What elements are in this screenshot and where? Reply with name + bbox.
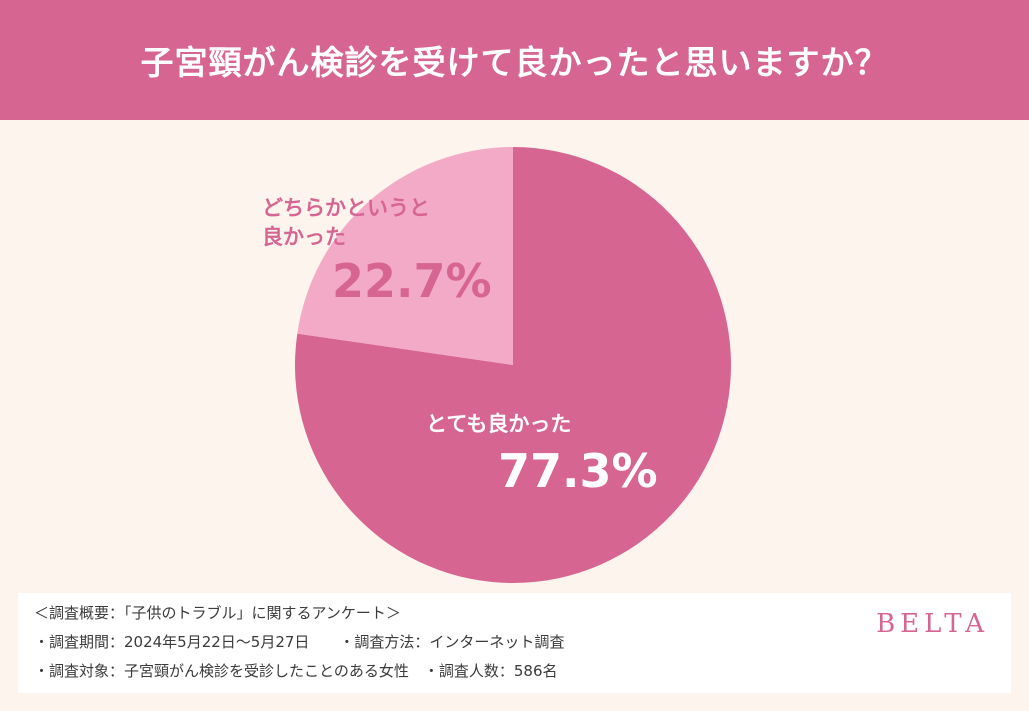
slice-label-somewhat-good-line2: 良かった [262,225,346,249]
slice-value-very-good: 77.3% [498,444,658,498]
slice-label-somewhat-good: どちらかというと 良かった [262,194,462,252]
brand-logo: BELTA [876,609,989,639]
chart-title: 子宮頸がん検診を受けて良かったと思いますか？ [140,43,889,82]
survey-note-heading: ＜調査概要：「子供のトラブル」に関するアンケート＞ [34,604,401,622]
survey-note-target-count: ・調査対象：子宮頸がん検診を受診したことのある女性 ・調査人数：586名 [34,662,558,680]
slice-label-very-good: とても良かった [426,412,572,436]
pie-slice-somewhat-good [297,147,513,365]
pie-chart [294,147,731,583]
title-banner: 子宮頸がん検診を受けて良かったと思いますか？ [0,0,1029,120]
survey-footer: ＜調査概要：「子供のトラブル」に関するアンケート＞ ・調査期間：2024年5月2… [18,593,1011,693]
survey-note-period-method: ・調査期間：2024年5月22日〜5月27日 ・調査方法：インターネット調査 [34,633,565,651]
slice-label-somewhat-good-line1: どちらかというと [262,196,430,220]
chart-area: どちらかというと 良かった 22.7% とても良かった 77.3% [0,120,1029,595]
survey-notes: ＜調査概要：「子供のトラブル」に関するアンケート＞ ・調査期間：2024年5月2… [34,599,564,686]
slice-value-somewhat-good: 22.7% [332,254,492,308]
